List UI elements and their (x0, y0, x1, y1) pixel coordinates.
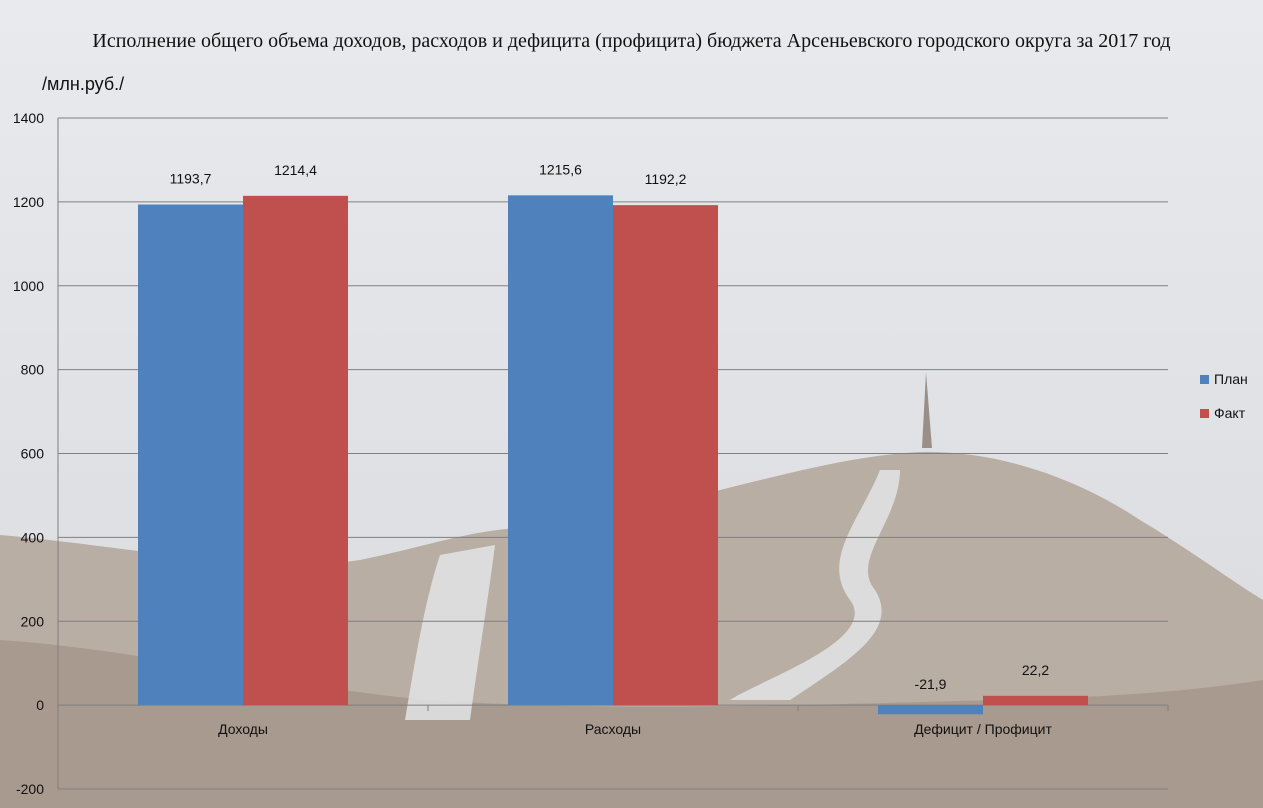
data-label: 1214,4 (274, 162, 317, 178)
data-label: -21,9 (915, 676, 947, 692)
data-label: 1192,2 (645, 171, 687, 187)
y-tick-label: 800 (21, 362, 45, 378)
data-label: 22,2 (1022, 662, 1049, 678)
data-label: 1193,7 (170, 171, 212, 187)
y-tick-label: 600 (21, 446, 45, 462)
y-tick-label: 1200 (13, 194, 44, 210)
y-tick-label: 200 (21, 613, 45, 629)
y-tick-label: -200 (16, 781, 44, 797)
legend-item-plan: План (1200, 370, 1248, 388)
bar-fact (983, 695, 1088, 706)
legend-label-plan: План (1214, 371, 1248, 387)
y-tick-label: 400 (21, 529, 45, 545)
legend-swatch-plan (1200, 374, 1209, 384)
legend: План Факт (1200, 370, 1248, 438)
legend-label-fact: Факт (1214, 405, 1246, 421)
legend-swatch-fact (1200, 408, 1209, 418)
bar-plan (138, 204, 243, 706)
x-tick-label: Расходы (585, 721, 641, 737)
bar-fact (613, 205, 718, 706)
bar-fact (243, 195, 348, 706)
y-tick-label: 0 (36, 697, 44, 713)
data-label: 1215,6 (539, 161, 582, 177)
x-tick-label: Дефицит / Профицит (914, 721, 1052, 737)
chart-title: Исполнение общего объема доходов, расход… (92, 30, 1171, 52)
y-axis-unit-label: /млн.руб./ (42, 74, 125, 94)
bar-plan (508, 195, 613, 706)
y-tick-label: 1400 (13, 110, 44, 126)
legend-item-fact: Факт (1200, 404, 1248, 422)
x-tick-label: Доходы (218, 721, 268, 737)
y-tick-label: 1000 (13, 278, 44, 294)
bar-plan (878, 705, 983, 715)
